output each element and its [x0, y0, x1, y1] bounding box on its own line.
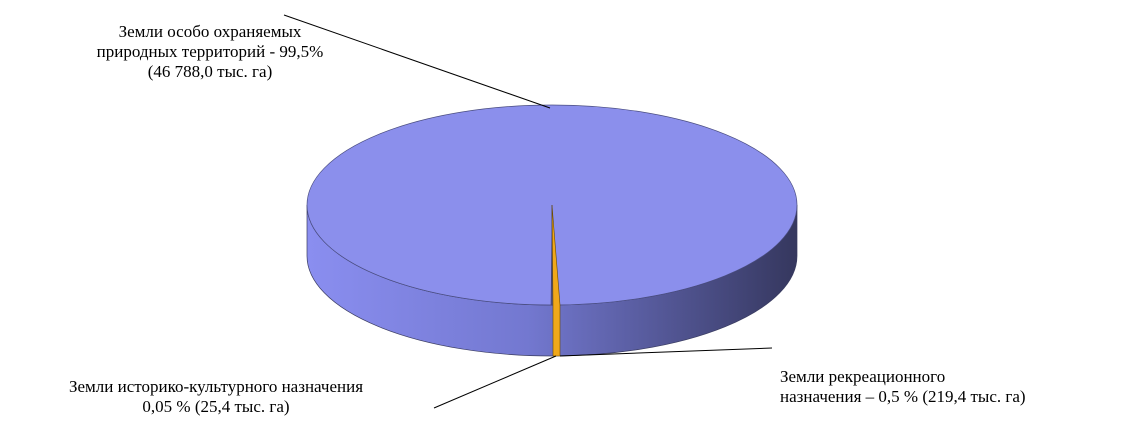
label-rec: Земли рекреационного назначения – 0,5 % … — [780, 367, 1026, 407]
leader-line-ist — [433, 355, 557, 409]
label-oopt: Земли особо охраняемых природных террито… — [96, 22, 324, 81]
leader-line-oopt — [283, 14, 551, 109]
leader-line-rec — [559, 347, 773, 357]
label-ist-line2: 0,05 % (25,4 тыс. га) — [142, 397, 290, 416]
label-ist: Земли историко-культурного назначения 0,… — [6, 377, 426, 417]
label-ist-line1: Земли историко-культурного назначения — [68, 377, 364, 396]
label-rec-line1: Земли рекреационного — [780, 367, 946, 386]
label-rec-line2: назначения – 0,5 % (219,4 тыс. га) — [780, 387, 1026, 406]
pie-slice-ist — [551, 204, 561, 357]
